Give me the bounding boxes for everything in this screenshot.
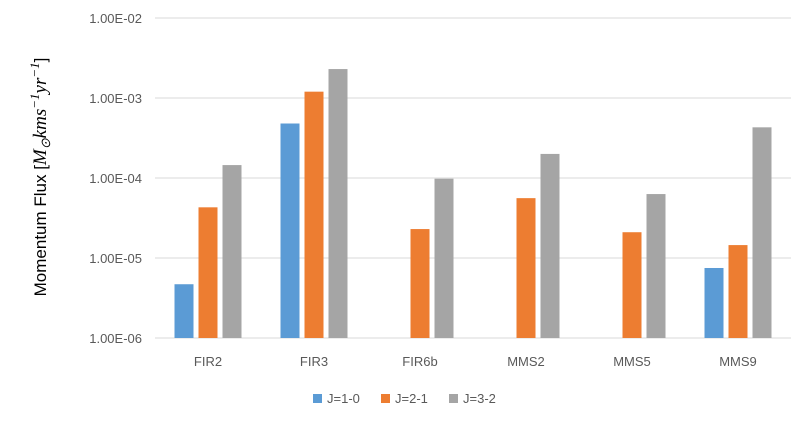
x-category-label: FIR3 bbox=[300, 354, 328, 369]
y-tick-label: 1.00E-03 bbox=[89, 91, 142, 106]
x-category-label: MMS5 bbox=[613, 354, 651, 369]
bar-j-2-1-mms2 bbox=[516, 198, 536, 338]
y-tick-label: 1.00E-06 bbox=[89, 331, 142, 346]
y-axis-label-sun: ⊙ bbox=[38, 138, 53, 149]
y-axis-label-yr: yr bbox=[30, 77, 51, 95]
bar-j-1-0-mms9 bbox=[704, 267, 724, 338]
y-tick-label: 1.00E-04 bbox=[89, 171, 142, 186]
bar-j-1-0-fir2 bbox=[174, 284, 194, 338]
x-category-label: FIR6b bbox=[402, 354, 437, 369]
x-category-label: FIR2 bbox=[194, 354, 222, 369]
legend-label: J=2-1 bbox=[395, 391, 428, 406]
legend-label: J=3-2 bbox=[463, 391, 496, 406]
bar-j-3-2-mms5 bbox=[646, 194, 666, 338]
y-axis-label-exp2: −1 bbox=[27, 62, 42, 77]
bar-j-2-1-fir6b bbox=[410, 229, 430, 338]
legend-item: J=3-2 bbox=[449, 391, 496, 406]
bar-j-3-2-mms9 bbox=[752, 127, 772, 338]
bar-j-1-0-fir3 bbox=[280, 123, 300, 338]
legend-swatch bbox=[449, 394, 458, 403]
legend-swatch bbox=[313, 394, 322, 403]
gridlines bbox=[155, 17, 791, 339]
x-category-label: MMS9 bbox=[719, 354, 757, 369]
bar-j-2-1-mms5 bbox=[622, 232, 642, 338]
y-tick-label: 1.00E-05 bbox=[89, 251, 142, 266]
y-axis-label: Momentum Flux [M⊙kms−1yr−1] bbox=[27, 58, 53, 297]
y-axis-label-km: km bbox=[30, 116, 51, 138]
bar-j-3-2-fir3 bbox=[328, 69, 348, 339]
bar-j-2-1-fir2 bbox=[198, 207, 218, 338]
bar-j-3-2-fir6b bbox=[434, 178, 454, 338]
y-axis-label-suffix: ] bbox=[31, 58, 50, 63]
y-tick-label: 1.00E-02 bbox=[89, 11, 142, 26]
legend-label: J=1-0 bbox=[327, 391, 360, 406]
y-axis-label-exp1: −1 bbox=[27, 93, 42, 108]
x-category-label: MMS2 bbox=[507, 354, 545, 369]
legend-item: J=1-0 bbox=[313, 391, 360, 406]
bars bbox=[174, 69, 772, 339]
bar-j-3-2-mms2 bbox=[540, 153, 560, 338]
y-axis-label-mass: M bbox=[30, 148, 51, 166]
legend-item: J=2-1 bbox=[381, 391, 428, 406]
y-axis-label-prefix: Momentum Flux [ bbox=[31, 165, 50, 297]
y-axis-label-s: s bbox=[30, 109, 51, 116]
bar-j-2-1-fir3 bbox=[304, 91, 324, 338]
bar-j-2-1-mms9 bbox=[728, 245, 748, 338]
legend-swatch bbox=[381, 394, 390, 403]
bar-j-3-2-fir2 bbox=[222, 165, 242, 338]
x-axis-category-labels: FIR2 FIR3 FIR6b MMS2 MMS5 MMS9 bbox=[194, 354, 757, 369]
legend: J=1-0 J=2-1 J=3-2 bbox=[313, 391, 496, 406]
y-axis-tick-labels: 1.00E-06 1.00E-05 1.00E-04 1.00E-03 1.00E-02 bbox=[89, 11, 142, 346]
